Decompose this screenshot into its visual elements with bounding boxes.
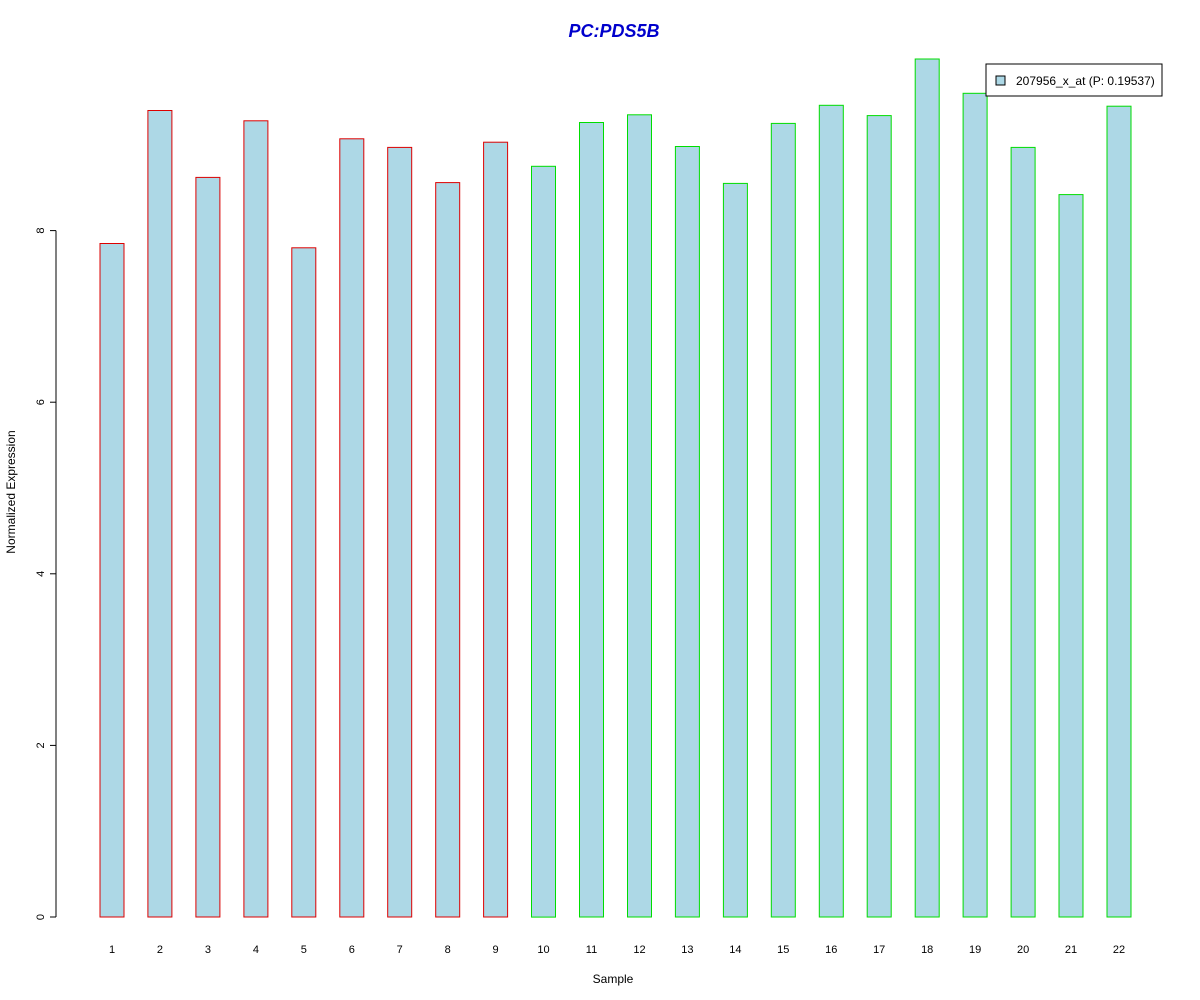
bar-sample-13: [674, 146, 700, 918]
x-tick-label: 2: [157, 944, 163, 956]
y-tick-label: 6: [35, 399, 47, 405]
x-tick-label: 3: [205, 944, 211, 956]
bar-sample-10: [531, 165, 556, 918]
bars: [99, 58, 1132, 918]
x-tick-label: 4: [253, 944, 259, 956]
chart-title: PC:PDS5B: [568, 21, 659, 41]
bar-sample-12: [627, 114, 652, 918]
legend-label: 207956_x_at (P: 0.19537): [1016, 74, 1155, 88]
x-tick-label: 19: [969, 944, 981, 956]
bar-sample-6: [339, 138, 365, 918]
x-tick-label: 21: [1065, 944, 1077, 956]
bar-sample-7: [387, 146, 413, 918]
legend-swatch: [995, 75, 1006, 86]
x-tick-label: 15: [777, 944, 789, 956]
bar-sample-17: [866, 115, 892, 918]
bar-sample-8: [435, 182, 461, 918]
y-axis: 0 2 4 6 8: [35, 228, 57, 920]
x-tick-label: 16: [825, 944, 837, 956]
bar-sample-21: [1058, 194, 1084, 918]
x-tick-label: 1: [109, 944, 115, 956]
x-tick-label: 5: [301, 944, 307, 956]
y-tick-label: 0: [35, 914, 47, 920]
bar-sample-18: [914, 58, 940, 918]
bar-sample-11: [579, 122, 604, 918]
x-tick-label: 12: [633, 944, 645, 956]
y-tick-label: 2: [35, 742, 47, 748]
bar-sample-14: [722, 182, 748, 918]
x-tick-labels: 1 2 3 4 5 6 7 8 9 10 11 12 13 14 15 16 17 18 19 20 21 22: [109, 944, 1125, 956]
x-axis-label: Sample: [593, 972, 634, 986]
x-tick-label: 6: [349, 944, 355, 956]
bar-sample-19: [962, 92, 988, 918]
legend: 207956_x_at (P: 0.19537): [985, 63, 1163, 97]
bar-sample-15: [770, 122, 796, 918]
x-tick-label: 18: [921, 944, 933, 956]
bar-sample-20: [1010, 146, 1036, 918]
y-tick-label: 8: [35, 228, 47, 234]
bar-sample-2: [147, 110, 173, 918]
x-tick-label: 20: [1017, 944, 1029, 956]
bar-sample-4: [243, 120, 269, 918]
x-tick-label: 17: [873, 944, 885, 956]
bar-sample-1: [99, 243, 125, 918]
bar-sample-22: [1106, 105, 1132, 918]
bar-sample-9: [483, 141, 509, 918]
bar-sample-16: [818, 104, 844, 918]
x-tick-label: 9: [493, 944, 499, 956]
x-tick-label: 13: [681, 944, 693, 956]
x-tick-label: 22: [1113, 944, 1125, 956]
x-tick-label: 11: [586, 944, 597, 956]
legend-box: [985, 63, 1163, 97]
x-tick-label: 7: [397, 944, 403, 956]
bar-sample-3: [195, 176, 221, 918]
bar-sample-5: [291, 247, 317, 918]
y-tick-label: 4: [35, 571, 47, 577]
y-axis-label: Normalized Expression: [4, 430, 18, 553]
x-tick-label: 10: [537, 944, 549, 956]
x-tick-label: 8: [445, 944, 451, 956]
x-tick-label: 14: [729, 944, 741, 956]
